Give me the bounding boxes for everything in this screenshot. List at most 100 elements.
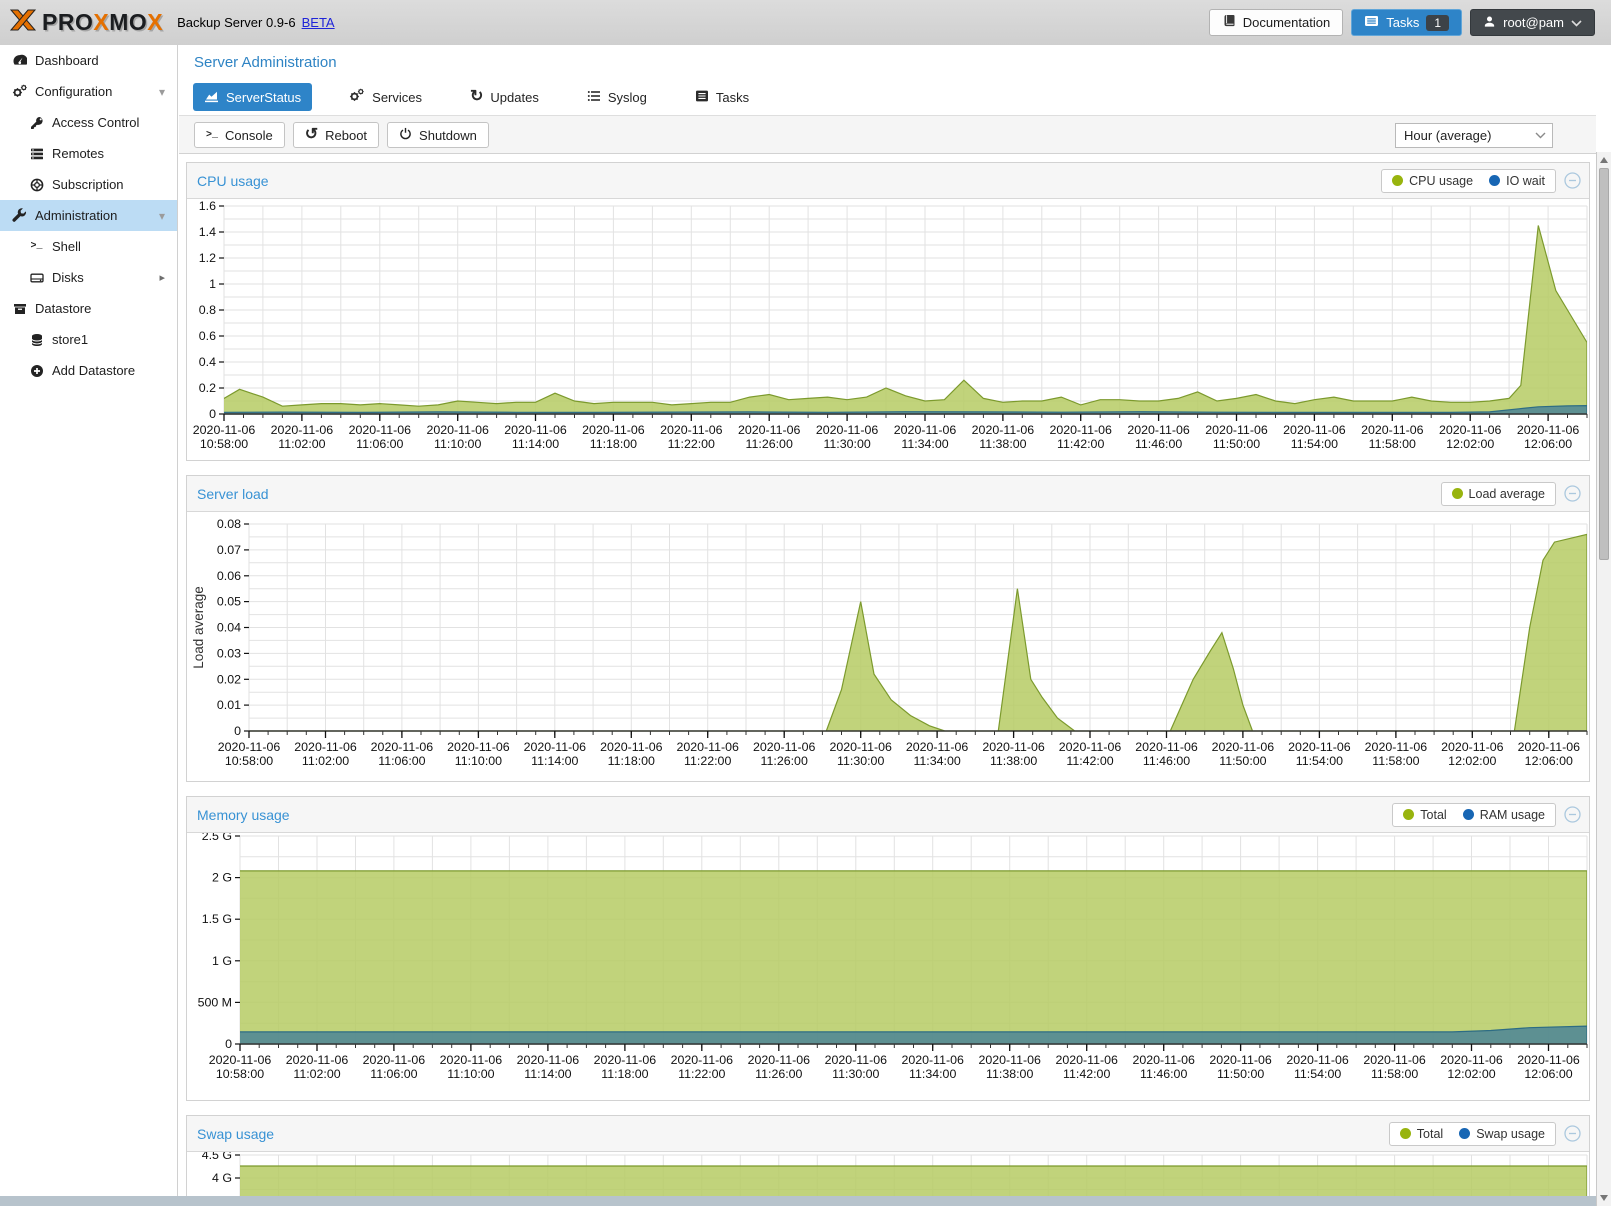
svg-text:2020-11-06: 2020-11-06 [594, 1053, 657, 1067]
plus-circle-icon [27, 364, 46, 378]
terminal-icon: >_ [30, 241, 43, 252]
tab-bar: ServerStatus Services ↻ Updates Syslog T… [179, 81, 1596, 113]
sidebar-item-subscription[interactable]: Subscription [0, 169, 177, 200]
tab-syslog[interactable]: Syslog [576, 83, 658, 111]
sidebar-item-access-control[interactable]: Access Control [0, 107, 177, 138]
sidebar-item-label: Subscription [52, 177, 124, 192]
vertical-scrollbar[interactable] [1596, 152, 1611, 1206]
sidebar-item-shell[interactable]: >_ Shell [0, 231, 177, 262]
chevron-down-icon[interactable]: ▾ [158, 208, 165, 223]
beta-link[interactable]: BETA [301, 15, 335, 30]
svg-text:500 M: 500 M [198, 995, 232, 1009]
svg-text:0.02: 0.02 [217, 672, 241, 686]
svg-text:11:06:00: 11:06:00 [356, 437, 403, 451]
svg-text:2020-11-06: 2020-11-06 [1286, 1053, 1349, 1067]
svg-text:2020-11-06: 2020-11-06 [671, 1053, 734, 1067]
sidebar-item-dashboard[interactable]: Dashboard [0, 45, 177, 76]
svg-text:2020-11-06: 2020-11-06 [978, 1053, 1041, 1067]
console-button[interactable]: >_ Console [194, 122, 285, 148]
svg-text:11:14:00: 11:14:00 [512, 437, 559, 451]
svg-text:2020-11-06: 2020-11-06 [829, 740, 892, 754]
svg-text:2020-11-06: 2020-11-06 [1517, 1053, 1580, 1067]
svg-text:2020-11-06: 2020-11-06 [753, 740, 816, 754]
svg-text:12:06:00: 12:06:00 [1524, 1067, 1572, 1081]
svg-text:0.08: 0.08 [217, 517, 241, 531]
legend-label: RAM usage [1479, 807, 1545, 822]
collapse-icon[interactable] [1564, 485, 1581, 502]
chevron-down-icon [1571, 15, 1582, 30]
memory-usage-chart: 2020-11-0610:58:002020-11-0611:02:002020… [198, 829, 1588, 1081]
svg-text:2020-11-06: 2020-11-06 [286, 1053, 349, 1067]
tab-services[interactable]: Services [338, 83, 433, 111]
sidebar-item-datastore[interactable]: Datastore [0, 293, 177, 324]
legend-label: Swap usage [1476, 1126, 1545, 1141]
tab-serverstatus[interactable]: ServerStatus [193, 83, 313, 111]
svg-text:2020-11-06: 2020-11-06 [1441, 740, 1504, 754]
sidebar-item-administration[interactable]: Administration ▾ [0, 200, 177, 231]
legend-item: CPU usage [1392, 174, 1473, 188]
sidebar-item-configuration[interactable]: Configuration ▾ [0, 76, 177, 107]
svg-text:0.05: 0.05 [217, 595, 241, 609]
gears-icon [10, 84, 29, 99]
svg-text:11:46:00: 11:46:00 [1135, 437, 1182, 451]
svg-text:11:42:00: 11:42:00 [1057, 437, 1104, 451]
scroll-up-arrow-icon[interactable] [1600, 157, 1608, 163]
tab-label: Services [372, 89, 423, 105]
panel-header: Swap usage Total Swap usage [187, 1116, 1589, 1152]
collapse-icon[interactable] [1564, 172, 1581, 189]
timeframe-select[interactable]: Hour (average) [1395, 123, 1553, 148]
svg-text:1 G: 1 G [212, 954, 232, 968]
collapse-icon[interactable] [1564, 806, 1581, 823]
collapse-icon[interactable] [1564, 1125, 1581, 1142]
legend-label: Total [1420, 807, 1447, 822]
logo-wordmark: PROXMOX [42, 9, 164, 35]
svg-text:2020-11-06: 2020-11-06 [524, 740, 587, 754]
svg-text:2020-11-06: 2020-11-06 [1363, 1053, 1426, 1067]
scroll-down-arrow-icon[interactable] [1600, 1195, 1608, 1201]
svg-text:11:18:00: 11:18:00 [601, 1067, 648, 1081]
sidebar-item-disks[interactable]: Disks ▸ [0, 262, 177, 293]
legend-label: IO wait [1506, 173, 1545, 188]
chevron-down-icon[interactable]: ▾ [158, 84, 165, 99]
documentation-button[interactable]: Documentation [1208, 9, 1344, 36]
svg-text:12:02:00: 12:02:00 [1446, 437, 1494, 451]
svg-text:0.03: 0.03 [217, 646, 241, 660]
panel-header: Memory usage Total RAM usage [187, 797, 1589, 833]
archive-box-icon [10, 302, 29, 316]
svg-text:11:26:00: 11:26:00 [746, 437, 793, 451]
svg-text:11:30:00: 11:30:00 [823, 437, 870, 451]
svg-text:2020-11-06: 2020-11-06 [1209, 1053, 1272, 1067]
sidebar-item-label: Shell [52, 239, 81, 254]
shutdown-button[interactable]: Shutdown [387, 122, 489, 148]
tasks-button[interactable]: Tasks 1 [1351, 9, 1463, 36]
svg-text:2020-11-06: 2020-11-06 [972, 423, 1035, 437]
panel-title: CPU usage [197, 172, 269, 189]
user-menu-button[interactable]: root@pam [1470, 9, 1595, 36]
svg-text:2020-11-06: 2020-11-06 [1365, 740, 1428, 754]
sidebar-item-store1[interactable]: store1 [0, 324, 177, 355]
chevron-down-icon[interactable] [1528, 132, 1552, 139]
tab-tasks[interactable]: Tasks [684, 83, 760, 111]
reboot-button[interactable]: ↺ Reboot [292, 122, 380, 148]
proxmox-logo: PROXMOX [8, 6, 163, 39]
svg-text:1.6: 1.6 [199, 199, 216, 213]
svg-text:0.04: 0.04 [217, 621, 241, 635]
scrollbar-thumb[interactable] [1599, 168, 1609, 560]
svg-text:11:58:00: 11:58:00 [1369, 437, 1416, 451]
svg-text:0.01: 0.01 [217, 698, 241, 712]
tab-updates[interactable]: ↻ Updates [459, 83, 550, 111]
gauge-icon [10, 53, 29, 68]
legend-dot [1462, 809, 1474, 820]
sidebar-item-remotes[interactable]: Remotes [0, 138, 177, 169]
memory-usage-panel: Memory usage Total RAM usage 2020-11-06 1… [186, 796, 1590, 1101]
svg-text:11:34:00: 11:34:00 [909, 1067, 956, 1081]
user-icon [1483, 15, 1496, 31]
svg-text:11:46:00: 11:46:00 [1140, 1067, 1187, 1081]
svg-text:2020-11-06: 2020-11-06 [271, 423, 334, 437]
svg-text:2020-11-06: 2020-11-06 [1205, 423, 1268, 437]
sidebar-item-label: Add Datastore [52, 363, 136, 378]
svg-text:0: 0 [225, 1037, 232, 1051]
sidebar-item-add-datastore[interactable]: Add Datastore [0, 355, 177, 386]
server-load-chart: 2020-11-0610:58:002020-11-0611:02:002020… [191, 517, 1588, 768]
svg-text:0: 0 [209, 407, 216, 421]
